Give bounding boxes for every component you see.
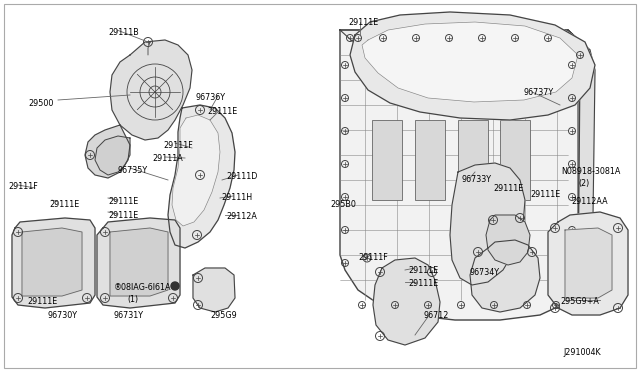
Text: 29111E: 29111E — [530, 190, 560, 199]
Polygon shape — [97, 218, 180, 308]
Text: N08918-3081A: N08918-3081A — [561, 167, 620, 176]
Text: (1): (1) — [127, 295, 138, 304]
Text: 29111B: 29111B — [108, 28, 139, 37]
Polygon shape — [565, 228, 612, 298]
Text: 96736Y: 96736Y — [195, 93, 225, 102]
Text: 29111A: 29111A — [152, 154, 183, 163]
Text: 29111E: 29111E — [348, 18, 378, 27]
Text: J291004K: J291004K — [563, 348, 600, 357]
Polygon shape — [450, 163, 525, 285]
Text: 295G9: 295G9 — [210, 311, 237, 320]
Bar — [458, 120, 488, 200]
Text: 295G9+A: 295G9+A — [560, 297, 599, 306]
Polygon shape — [486, 215, 530, 265]
Polygon shape — [548, 212, 628, 315]
Polygon shape — [12, 218, 95, 308]
Text: 29111D: 29111D — [226, 172, 257, 181]
Text: 29112A: 29112A — [226, 212, 257, 221]
Text: 96735Y: 96735Y — [117, 166, 147, 175]
Polygon shape — [95, 136, 130, 175]
Polygon shape — [340, 30, 580, 320]
Bar — [372, 120, 402, 200]
Polygon shape — [373, 258, 440, 345]
Text: 29500: 29500 — [28, 99, 53, 108]
Text: 29111E: 29111E — [493, 184, 524, 193]
Polygon shape — [362, 22, 578, 102]
Text: 295B0: 295B0 — [330, 200, 356, 209]
Bar — [415, 120, 445, 200]
Polygon shape — [110, 40, 192, 140]
Text: 29111E: 29111E — [108, 211, 138, 220]
Text: 29111E: 29111E — [49, 200, 79, 209]
Polygon shape — [110, 228, 168, 296]
Text: 29111E: 29111E — [408, 279, 438, 288]
Bar — [500, 120, 530, 200]
Text: 29111E: 29111E — [27, 297, 57, 306]
Polygon shape — [470, 240, 540, 312]
Polygon shape — [168, 105, 235, 248]
Text: 96731Y: 96731Y — [114, 311, 144, 320]
Polygon shape — [340, 30, 590, 50]
Polygon shape — [85, 125, 130, 178]
Text: 96734Y: 96734Y — [469, 268, 499, 277]
Text: 96730Y: 96730Y — [48, 311, 78, 320]
Text: 29112AA: 29112AA — [571, 197, 607, 206]
Text: 96737Y: 96737Y — [524, 88, 554, 97]
Text: 29111E: 29111E — [207, 107, 237, 116]
Text: ®08IAG-6I61A: ®08IAG-6I61A — [114, 283, 172, 292]
Text: 29111F: 29111F — [358, 253, 388, 262]
Text: 29111E: 29111E — [408, 266, 438, 275]
Polygon shape — [22, 228, 82, 296]
Text: 29111E: 29111E — [108, 197, 138, 206]
Circle shape — [171, 282, 179, 290]
Text: 96733Y: 96733Y — [462, 175, 492, 184]
Text: (2): (2) — [578, 179, 589, 188]
Polygon shape — [350, 12, 595, 120]
Polygon shape — [193, 268, 235, 312]
Polygon shape — [172, 115, 220, 226]
Text: 29111F: 29111F — [163, 141, 193, 150]
Text: 29111H: 29111H — [221, 193, 252, 202]
Text: 96712: 96712 — [423, 311, 449, 320]
Text: 29111F: 29111F — [8, 182, 38, 191]
Polygon shape — [568, 30, 595, 302]
